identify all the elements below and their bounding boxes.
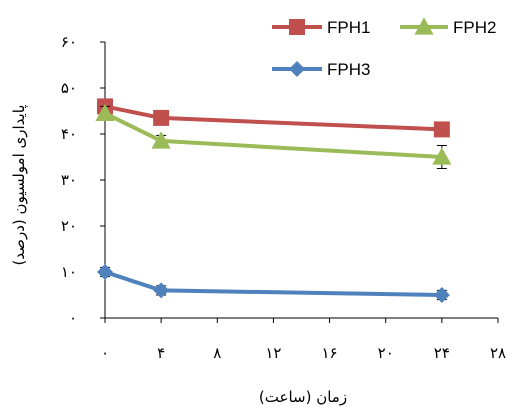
x-tick-label: ۲۰ — [378, 344, 394, 362]
y-tick-label: ۴۰ — [61, 125, 77, 143]
y-tick-label: ۶۰ — [61, 33, 77, 51]
axes — [104, 42, 498, 319]
legend-entry-fph3: FPH3 — [272, 60, 370, 79]
data-point-fph2 — [432, 147, 452, 165]
x-tick-label: ۸ — [213, 344, 221, 362]
data-point-fph3 — [153, 282, 170, 299]
series-fph1 — [97, 98, 450, 138]
x-tick-label: ۲۴ — [434, 344, 450, 362]
x-tick-label: ۱۶ — [322, 344, 338, 362]
x-axis-title: زمان (ساعت) — [259, 388, 347, 406]
y-axis-title: پایداری امولسیون (درصد) — [10, 105, 29, 266]
legend-entry-fph2: FPH2 — [400, 17, 496, 37]
legend-marker-fph3 — [289, 61, 305, 77]
legend-marker-fph1 — [289, 19, 305, 35]
legend-entry-fph1: FPH1 — [272, 18, 370, 37]
y-tick-label: ۲۰ — [61, 217, 77, 235]
x-axis-ticks: ۰ ۴ ۸ ۱۲ ۱۶ ۲۰ ۲۴ ۲۸ — [101, 318, 506, 362]
data-point-fph1 — [433, 121, 450, 138]
legend-label-fph1: FPH1 — [327, 18, 370, 37]
legend-label-fph3: FPH3 — [327, 60, 370, 79]
data-point-fph3 — [433, 287, 450, 303]
y-tick-label: ۵۰ — [61, 79, 77, 97]
series-fph2 — [95, 103, 452, 169]
x-tick-label: ۲۸ — [490, 344, 506, 362]
data-point-fph2 — [151, 131, 171, 149]
series-fph3 — [97, 264, 450, 303]
legend: FPH1 FPH2 FPH3 — [272, 17, 496, 79]
legend-label-fph2: FPH2 — [453, 18, 496, 37]
y-tick-label: ۰ — [69, 309, 77, 327]
data-point-fph3 — [97, 264, 113, 280]
y-tick-label: ۱۰ — [61, 263, 77, 281]
legend-marker-fph2 — [414, 17, 434, 35]
x-tick-label: ۴ — [157, 344, 165, 362]
x-tick-label: ۰ — [101, 344, 109, 362]
y-tick-label: ۳۰ — [61, 171, 77, 189]
y-axis-ticks: ۰ ۱۰ ۲۰ ۳۰ ۴۰ ۵۰ ۶۰ — [61, 33, 105, 327]
data-point-fph1 — [153, 109, 170, 126]
series-layer — [95, 98, 452, 303]
x-tick-label: ۱۲ — [265, 344, 281, 362]
data-point-fph2 — [95, 103, 115, 121]
